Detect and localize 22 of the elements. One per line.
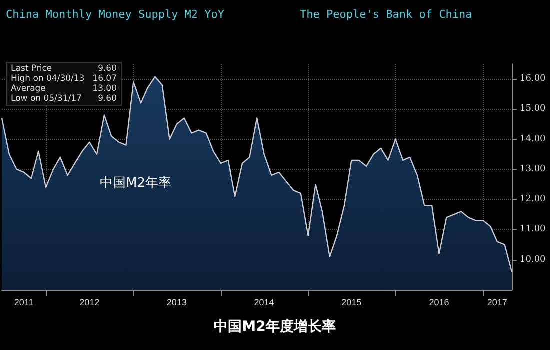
y-tick-label: 16.00 — [520, 74, 546, 84]
x-tick-label: 2011 — [14, 298, 34, 308]
text: The People's Bank of China — [300, 8, 472, 21]
x-tick-label: 2013 — [166, 298, 187, 308]
text: Average 13.00 — [11, 84, 117, 94]
x-tick-label: 2015 — [342, 298, 362, 308]
y-tick-label: 14.00 — [520, 134, 546, 144]
x-tick-label: 2012 — [80, 298, 100, 308]
y-tick-label: 13.00 — [520, 164, 546, 174]
y-tick-label: 10.00 — [520, 254, 546, 265]
x-tick-label: 2017 — [487, 298, 508, 308]
text: 中国M2年度增长率 — [213, 318, 337, 336]
x-tick-label: 2016 — [429, 298, 450, 308]
text: Low on 05/31/17 9.60 — [11, 94, 117, 104]
y-tick-label: 12.00 — [520, 194, 546, 205]
y-tick-label: 11.00 — [520, 224, 546, 235]
annotation: 中国M2年率 — [100, 175, 172, 192]
y-tick-label: 15.00 — [520, 104, 546, 114]
text: China Monthly Money Supply M2 YoY — [6, 8, 225, 21]
x-tick-label: 2014 — [254, 298, 274, 308]
text: Last Price 9.60 — [11, 64, 117, 74]
annotation: High on 04/30/13 16.07 — [11, 74, 117, 84]
